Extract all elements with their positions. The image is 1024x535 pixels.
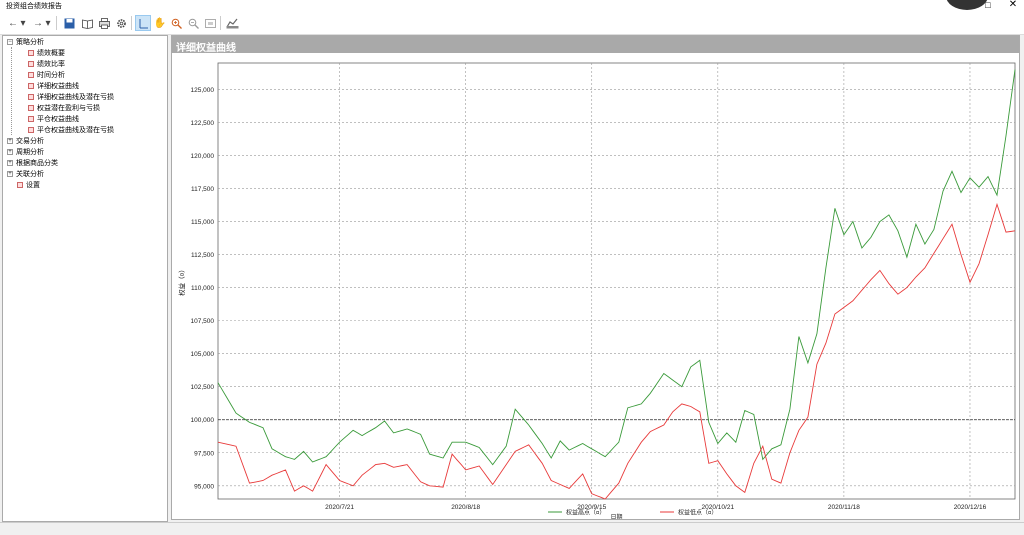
- plot-area: [217, 62, 1016, 500]
- tree-node[interactable]: 时间分析: [28, 71, 65, 81]
- fit-window-icon[interactable]: [202, 15, 218, 31]
- x-axis-label: 日期: [610, 513, 622, 519]
- back-arrow-icon[interactable]: ←: [8, 17, 18, 29]
- expand-icon[interactable]: +: [7, 138, 13, 145]
- tree-node-label: 设置: [26, 182, 40, 189]
- tree-connector: [11, 47, 12, 135]
- x-tick-label: 2020/8/18: [451, 504, 480, 511]
- forward-arrow-icon[interactable]: →: [33, 17, 43, 29]
- save-icon[interactable]: [61, 15, 77, 31]
- toolbar-separator: [56, 16, 57, 30]
- tree-node-label: 周期分析: [16, 149, 44, 156]
- y-tick-label: 117,500: [191, 186, 214, 193]
- y-tick-label: 100,000: [191, 417, 215, 424]
- print-icon[interactable]: [96, 15, 112, 31]
- tree-node-label: 权益潜在盈利与亏损: [37, 105, 100, 112]
- collapse-icon[interactable]: −: [7, 39, 13, 46]
- tree-node[interactable]: − 策略分析: [7, 38, 44, 48]
- x-tick-label: 2020/9/15: [577, 504, 606, 511]
- y-tick-label: 105,000: [191, 351, 215, 358]
- legend-label: 权益高点（¤）: [566, 509, 605, 517]
- series-line-high: [217, 69, 1016, 466]
- tree-node[interactable]: + 周期分析: [7, 148, 44, 158]
- forward-dropdown-icon[interactable]: ▾: [45, 17, 51, 29]
- minimize-button[interactable]: [964, 0, 978, 10]
- expand-icon[interactable]: +: [7, 149, 13, 156]
- series-line-low: [217, 202, 1016, 500]
- zoom-out-icon[interactable]: [185, 15, 201, 31]
- chart-settings-icon[interactable]: [224, 15, 240, 31]
- tree-node[interactable]: 权益潜在盈利与亏损: [28, 104, 100, 114]
- y-tick-label: 115,000: [191, 219, 214, 226]
- x-tick-label: 2020/11/18: [828, 504, 860, 511]
- book-icon[interactable]: [79, 15, 95, 31]
- navigation-tree: − 策略分析绩效概要绩效比率时间分析详细权益曲线详细权益曲线及潜在亏损 权益潜在盈利…: [2, 35, 168, 522]
- x-tick-label: 2020/7/21: [325, 504, 354, 511]
- report-page-icon: [28, 127, 34, 134]
- expand-icon[interactable]: +: [7, 160, 13, 167]
- tree-node-label: 详细权益曲线及潜在亏损: [37, 94, 114, 101]
- tree-node-label: 策略分析: [16, 39, 44, 46]
- tree-node-label: 交易分析: [16, 138, 44, 145]
- y-tick-label: 110,000: [191, 285, 214, 292]
- y-tick-label: 95,000: [194, 483, 214, 490]
- zoom-in-icon[interactable]: [168, 15, 184, 31]
- hand-pan-icon[interactable]: ✋: [153, 17, 167, 29]
- x-tick-label: 2020/12/16: [954, 504, 987, 511]
- y-tick-label: 97,500: [194, 450, 214, 457]
- y-tick-label: 122,500: [191, 120, 215, 127]
- back-dropdown-icon[interactable]: ▾: [20, 17, 26, 29]
- tree-node[interactable]: + 根据商品分类: [7, 159, 58, 169]
- tree-node-label: 绩效比率: [37, 61, 65, 68]
- report-page-icon: [28, 105, 34, 112]
- tree-node[interactable]: + 关联分析: [7, 170, 44, 180]
- toolbar: ← ▾ → ▾ ✋: [0, 12, 1024, 35]
- tree-node-label: 时间分析: [37, 72, 65, 79]
- y-tick-label: 120,000: [191, 153, 215, 160]
- equity-chart[interactable]: 95,000 97,500 100,000 102,500 105,000 107,500…: [172, 53, 1019, 519]
- report-page-icon: [28, 72, 34, 79]
- toolbar-separator: [220, 16, 221, 30]
- maximize-button[interactable]: □: [985, 0, 991, 10]
- crosshair-cursor-icon[interactable]: [135, 15, 151, 31]
- expand-icon[interactable]: +: [7, 171, 13, 178]
- report-page-icon: [17, 182, 23, 189]
- close-button[interactable]: ✕: [1008, 0, 1018, 10]
- y-tick-label: 112,500: [191, 252, 214, 259]
- tree-node-label: 详细权益曲线: [37, 83, 79, 90]
- y-axis-label: 权益（¤）: [177, 266, 186, 296]
- tree-node[interactable]: 设置: [17, 181, 40, 191]
- tree-node[interactable]: 详细权益曲线: [28, 82, 79, 92]
- tree-node-label: 绩效概要: [37, 50, 65, 57]
- x-tick-label: 2020/10/21: [702, 504, 735, 511]
- report-page-icon: [28, 61, 34, 68]
- tree-node-label: 关联分析: [16, 171, 44, 178]
- report-page-icon: [28, 50, 34, 57]
- tree-node[interactable]: 平仓权益曲线及潜在亏损: [28, 126, 114, 136]
- y-tick-label: 102,500: [191, 384, 215, 391]
- tree-node-label: 平仓权益曲线及潜在亏损: [37, 127, 114, 134]
- y-tick-label: 107,500: [191, 318, 215, 325]
- tree-node[interactable]: 详细权益曲线及潜在亏损: [28, 93, 114, 103]
- chart-panel-header: 详细权益曲线: [172, 36, 1019, 54]
- tree-node-label: 平仓权益曲线: [37, 116, 79, 123]
- gear-icon[interactable]: [113, 15, 129, 31]
- overlay-circle: [946, 0, 988, 10]
- toolbar-separator: [131, 16, 132, 30]
- tree-node[interactable]: 平仓权益曲线: [28, 115, 79, 125]
- legend-label: 权益低点（¤）: [678, 509, 717, 517]
- tree-node[interactable]: 绩效概要: [28, 49, 65, 59]
- chart-panel-title: 详细权益曲线: [176, 43, 236, 54]
- title-bar: 投资组合绩效报告 □ ✕: [0, 0, 1024, 12]
- window-title: 投资组合绩效报告: [6, 3, 62, 10]
- chart-panel: 详细权益曲线 95,000 97,500 100,000 102,500 105,000…: [171, 35, 1020, 520]
- status-bar: [0, 522, 1024, 535]
- report-page-icon: [28, 116, 34, 123]
- tree-node[interactable]: + 交易分析: [7, 137, 44, 147]
- y-tick-label: 125,000: [191, 87, 215, 94]
- report-page-icon: [28, 94, 34, 101]
- report-page-icon: [28, 83, 34, 90]
- tree-node[interactable]: 绩效比率: [28, 60, 65, 70]
- tree-node-label: 根据商品分类: [16, 160, 58, 167]
